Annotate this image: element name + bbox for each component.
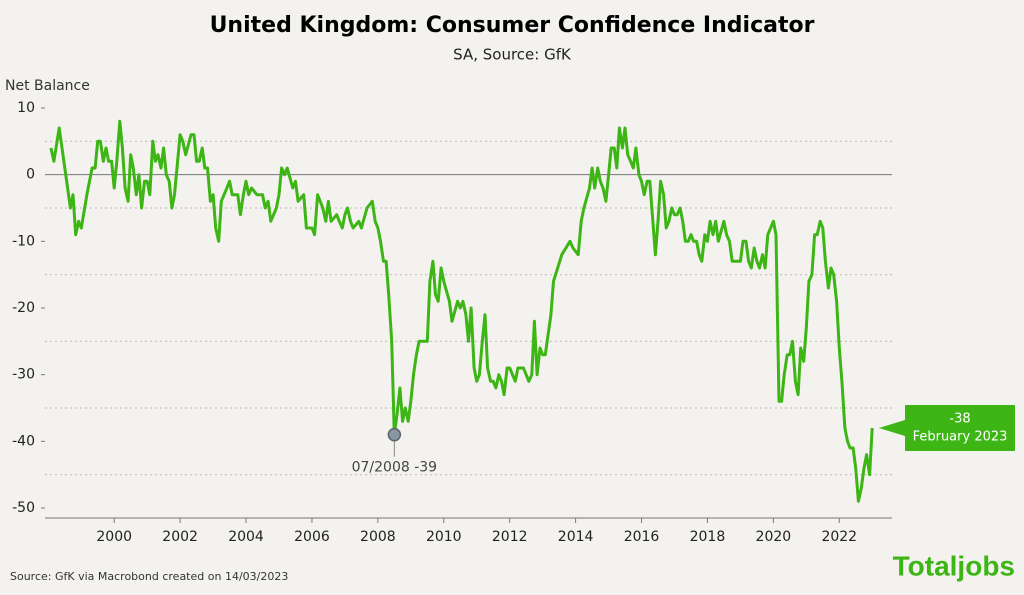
y-axis-label: Net Balance [5,78,90,94]
x-tick-label: 2004 [228,529,264,545]
x-tick-label: 2006 [294,529,330,545]
y-tick-label: -40 [12,433,35,449]
x-tick-label: 2018 [690,529,726,545]
x-tick-label: 2020 [756,529,792,545]
callout-box [905,405,1015,451]
callout-pointer [878,420,905,436]
x-tick-label: 2010 [426,529,462,545]
y-tick-label: 0 [26,167,35,183]
x-tick-label: 2008 [360,529,396,545]
callout-value: -38 [949,412,970,427]
x-tick-label: 2016 [624,529,660,545]
source-note: Source: GfK via Macrobond created on 14/… [10,570,288,583]
x-tick-label: 2002 [162,529,198,545]
annotation-label: 07/2008 -39 [352,460,437,476]
x-tick-label: 2014 [558,529,594,545]
y-tick-label: -30 [12,367,35,383]
line-series [49,119,874,503]
x-tick-label: 2022 [821,529,857,545]
y-tick-label: -10 [12,233,35,249]
logo: Totaljobs [893,550,1015,581]
chart-title: United Kingdom: Consumer Confidence Indi… [210,13,815,38]
x-tick-label: 2012 [492,529,528,545]
y-tick-label: -20 [12,300,35,316]
callout-date: February 2023 [913,430,1008,445]
chart-subtitle: SA, Source: GfK [453,46,572,64]
x-tick-label: 2000 [96,529,132,545]
y-tick-label: -50 [12,500,35,516]
annotation-marker [387,427,402,442]
y-tick-label: 10 [17,100,35,116]
